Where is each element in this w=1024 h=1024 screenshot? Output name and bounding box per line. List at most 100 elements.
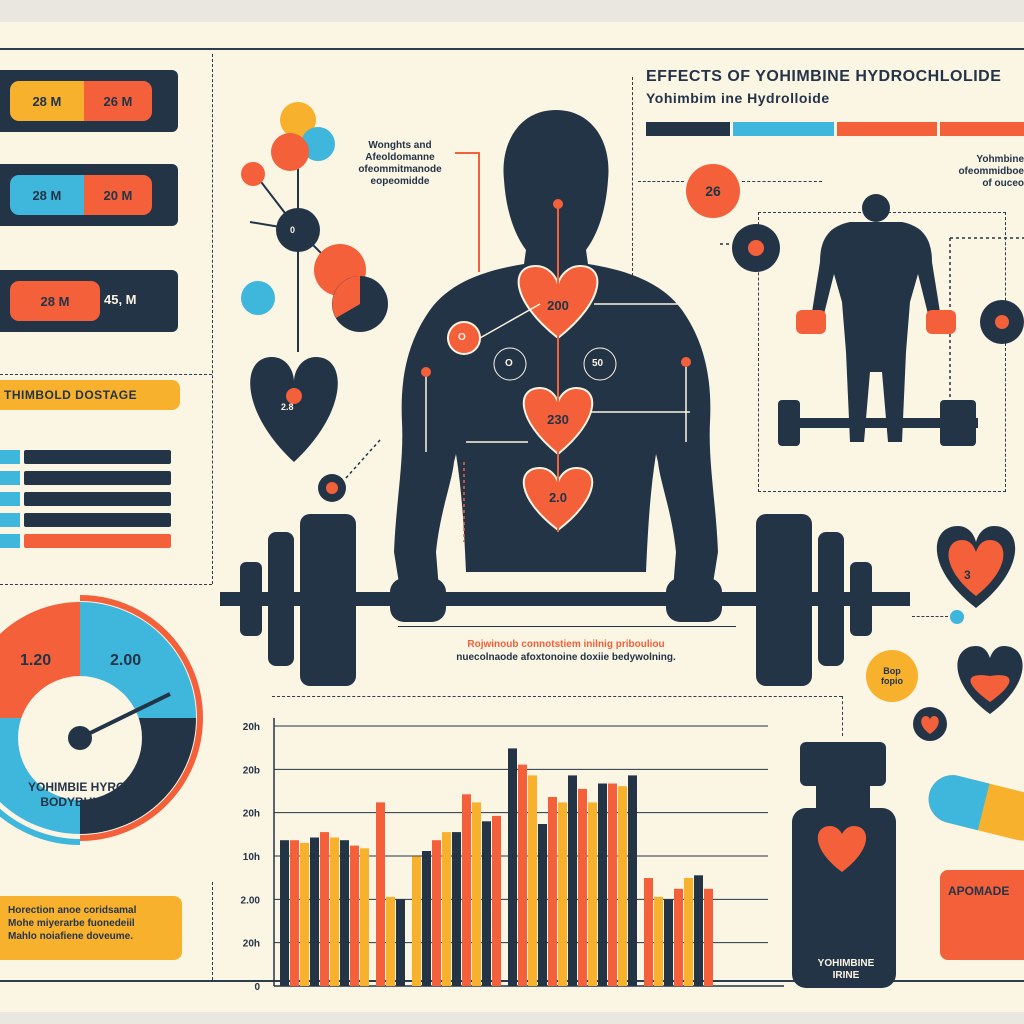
right-note-line3: of ouceo <box>982 178 1024 189</box>
chart-y-tick-label: 20h <box>243 939 260 950</box>
chart-bar <box>558 802 567 986</box>
bottle-label-line2: IRINE <box>832 970 860 981</box>
arm-dot-left <box>421 367 431 377</box>
caption-arrow-line <box>398 626 736 627</box>
left-hand <box>390 578 446 622</box>
chart-top-link <box>272 696 842 697</box>
gauge-value-c: 2.30 <box>148 728 180 745</box>
barbell-plate-l1 <box>300 514 356 686</box>
chart-bar <box>300 842 309 986</box>
bottom-note-line3: Mahlo noiafiene doveume. <box>8 931 134 942</box>
chart-y-tick-label: 2.00 <box>241 895 261 906</box>
chest-circle-left-value: O <box>458 332 466 343</box>
chart-bar <box>350 845 359 986</box>
chart-bar <box>310 837 319 986</box>
barbell-plate-l2 <box>268 532 294 666</box>
gauge-rim-top <box>79 595 203 719</box>
chart-bar <box>330 837 339 986</box>
bar-chart: 20h 20b 20h 10h 2.00 20h 0 <box>241 718 784 993</box>
left-dumbbell <box>796 310 826 334</box>
chart-bar <box>412 856 421 986</box>
dosage-bar <box>24 492 171 506</box>
gauge-value-b: 2.00 <box>110 652 142 669</box>
caption: Rojwinoub connotstiem inilnig pribouliou… <box>386 638 746 664</box>
chart-bar <box>472 802 481 986</box>
bodybuilder-silhouette <box>812 222 940 442</box>
title-color-strip <box>646 122 1024 136</box>
gauge-rim-right <box>79 717 203 841</box>
spine-dot <box>553 199 563 209</box>
chart-bar <box>674 888 683 986</box>
molecule-node-label: 0 <box>290 225 296 235</box>
torso-heart-low-value: 2.0 <box>548 490 568 505</box>
strip-segment-orange-2 <box>940 122 1024 136</box>
right-dumbbell <box>926 310 956 334</box>
chart-bar <box>578 788 587 986</box>
chart-bar <box>528 775 537 986</box>
chart-bar <box>654 896 663 986</box>
athlete-figure <box>220 110 910 686</box>
dosage-tick <box>0 471 20 485</box>
chart-y-tick-label: 20h <box>243 722 260 733</box>
barbell-plate-l3 <box>240 562 262 636</box>
chart-bar <box>396 899 405 986</box>
chart-bar <box>598 783 607 986</box>
heart-2-inner <box>970 675 1010 702</box>
heart-3-fg <box>921 716 939 734</box>
molecule-note: Wonghts and Afeoldomanne ofeommitmanode … <box>330 140 470 188</box>
note-connector-2 <box>455 152 479 154</box>
small-barbell-plate-l <box>778 400 800 446</box>
page-title: EFFECTS OF YOHIMBINE HYDROCHLOLIDE <box>646 68 1002 85</box>
molecule-node <box>276 208 320 252</box>
right-heart-inner <box>948 540 1004 596</box>
pointer-dot-inner <box>326 482 338 494</box>
right-heart-value: 3 <box>964 568 971 582</box>
dosage-banner: THIMBOLD DOSTAGE <box>0 380 180 410</box>
molecule-graphic <box>241 102 388 462</box>
pill-row-3: 28 M 45, M <box>0 270 178 332</box>
dosage-tick <box>0 534 20 548</box>
chart-bar <box>432 840 441 986</box>
molecule-note-line1: Wonghts and <box>368 140 432 151</box>
chart-bar <box>704 888 713 986</box>
molecule-note-line4: eopeomidde <box>370 176 430 187</box>
pill-1-left-label: 28 M <box>10 81 84 121</box>
gauge-needle <box>79 692 171 740</box>
pointer-line <box>345 439 381 479</box>
badge-value: 26 <box>705 183 721 199</box>
arm-dot-right <box>681 357 691 367</box>
right-heart-link <box>912 616 948 617</box>
badge-link-2 <box>742 181 822 182</box>
right-note-line1: Yohmbine <box>976 154 1024 165</box>
balloon-yellow <box>280 102 316 138</box>
chart-bar <box>548 797 557 986</box>
balloon-blue <box>301 127 335 161</box>
bottom-note-line1: Horection anoe coridsamal <box>8 905 137 916</box>
bottle-neck <box>816 786 870 808</box>
chart-bar <box>588 802 597 986</box>
caption-line2: nuecolnaode afoxtonoine doxiie bedywolni… <box>456 652 676 663</box>
strip-segment-navy <box>646 122 730 136</box>
chart-bar <box>386 896 395 986</box>
dosage-tick <box>0 513 20 527</box>
chart-bar <box>628 775 637 986</box>
chest-circle-mid <box>493 347 527 381</box>
left-divider <box>0 374 212 375</box>
right-note-line2: ofeommidboe <box>958 166 1024 177</box>
bottom-note-box: Horection anoe coridsamal Mohe miyerarbe… <box>0 896 182 960</box>
dosage-tick <box>0 492 20 506</box>
chart-bar <box>508 748 517 986</box>
pill-1: 28 M 26 M <box>10 81 152 121</box>
chart-bar <box>452 832 461 986</box>
chart-bar <box>482 821 491 986</box>
torso-heart-mid-value: 230 <box>547 412 569 427</box>
chest-circle-right-value: 50 <box>592 358 604 369</box>
small-heart-value: 2.8 <box>281 402 294 412</box>
chart-y-tick-label: 0 <box>254 982 260 993</box>
pill-3-right-label: 45, M <box>104 292 137 307</box>
strip-segment-orange <box>836 122 938 136</box>
chart-bar <box>568 775 577 986</box>
pill-2: 28 M 20 M <box>10 175 152 215</box>
small-heart-icon <box>250 357 338 462</box>
title-block: EFFECTS OF YOHIMBINE HYDROCHLOLIDE Yohim… <box>646 68 1024 136</box>
